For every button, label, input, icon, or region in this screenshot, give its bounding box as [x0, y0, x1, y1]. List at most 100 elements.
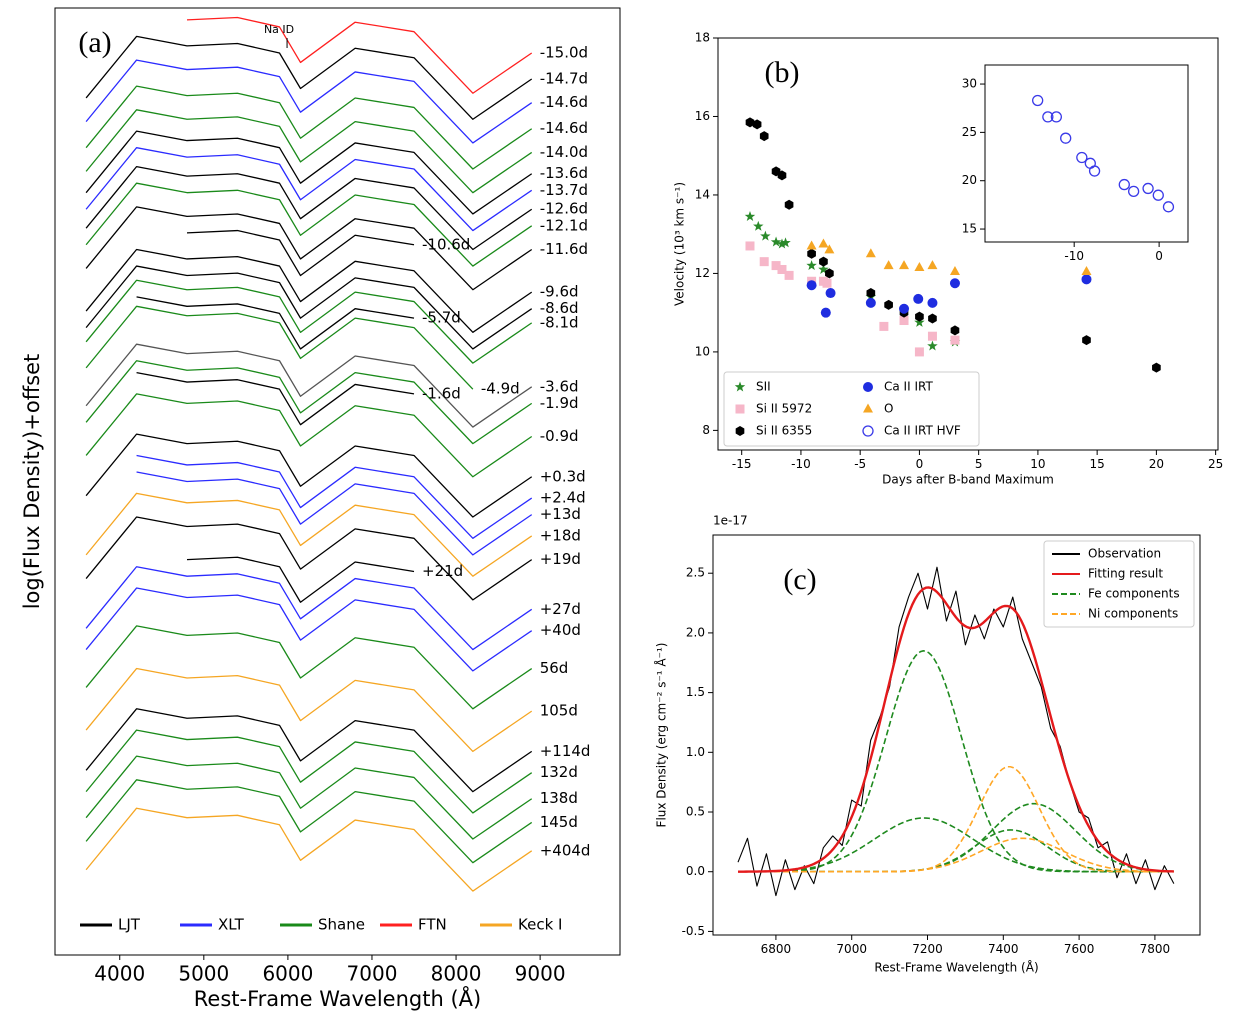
spectrum-line — [136, 454, 533, 539]
series-label: +2.4d — [540, 489, 586, 507]
series-label: -4.9d — [481, 380, 520, 398]
panel-label: (c) — [783, 563, 816, 596]
spectrum-line — [85, 147, 533, 232]
spectrum-line — [85, 35, 533, 120]
series-label: -14.7d — [540, 70, 588, 88]
x-tick-label: 7600 — [1064, 942, 1095, 956]
marker — [913, 293, 924, 304]
spectrum-line — [85, 566, 533, 651]
marker — [1127, 185, 1140, 197]
plot-frame — [717, 37, 1219, 451]
legend-label: O — [884, 402, 893, 416]
spectrum-line — [85, 343, 533, 428]
plot-frame — [54, 7, 621, 956]
legend-label: Ni components — [1088, 607, 1178, 621]
y-tick-label: 30 — [962, 77, 977, 91]
legend-label: FTN — [418, 916, 447, 934]
spectrum-line — [85, 305, 474, 390]
marker — [824, 244, 835, 254]
series-label: +13d — [540, 505, 581, 523]
marker — [1081, 265, 1092, 275]
spectrum-line — [85, 85, 533, 170]
spectrum-line — [85, 807, 533, 892]
x-tick-label: 5000 — [178, 962, 229, 986]
y-tick-label: 16 — [695, 109, 710, 123]
marker — [784, 199, 794, 210]
marker — [776, 238, 788, 249]
x-tick-label: 0 — [916, 457, 924, 471]
x-tick-label: 4000 — [94, 962, 145, 986]
marker — [949, 265, 960, 275]
marker — [1152, 362, 1161, 373]
marker — [1081, 274, 1092, 285]
spectrum-line — [85, 393, 533, 478]
marker — [950, 325, 960, 336]
spectrum-line — [85, 279, 533, 364]
y-axis-title: Velocity (10³ km s⁻¹) — [673, 182, 687, 306]
spectrum-line — [85, 165, 533, 251]
marker — [777, 170, 787, 181]
spectrum-line — [85, 182, 533, 267]
series-label: +0.3d — [540, 467, 586, 485]
y-tick-label: 14 — [695, 187, 710, 201]
marker — [1032, 94, 1044, 107]
component-curve — [738, 650, 1174, 873]
spectrum-line — [85, 265, 533, 350]
spectrum-line — [136, 371, 415, 426]
marker — [914, 262, 925, 272]
annotation: Na ID — [264, 23, 294, 36]
marker — [1162, 201, 1175, 213]
y-tick-label: 18 — [695, 31, 710, 45]
fit-curve — [738, 586, 1174, 873]
component-curve — [738, 817, 1174, 873]
x-tick-label: -10 — [1064, 249, 1084, 263]
y-tick-label: 12 — [695, 266, 710, 280]
marker — [915, 311, 924, 322]
series-label: -1.6d — [422, 384, 461, 402]
series-label: -14.6d — [540, 119, 588, 137]
plot-frame — [984, 64, 1189, 243]
marker — [819, 256, 828, 267]
marker — [752, 119, 762, 130]
series-label: +404d — [540, 841, 591, 859]
spectrum-line — [85, 130, 533, 215]
x-tick-label: 7400 — [988, 942, 1019, 956]
marker — [735, 404, 745, 414]
marker — [950, 335, 960, 345]
spectrum-line — [85, 248, 533, 333]
x-tick-label: 7200 — [912, 942, 943, 956]
marker — [1060, 132, 1072, 144]
x-tick-label: 10 — [1030, 457, 1045, 471]
y-tick-label: 0.5 — [686, 805, 705, 819]
y-tick-label: 20 — [962, 173, 977, 187]
marker — [806, 260, 817, 271]
marker — [806, 280, 817, 291]
series-label: +19d — [540, 550, 581, 568]
y-axis-title: Flux Density (erg cm⁻² s⁻¹ Å⁻¹) — [654, 643, 669, 828]
y-tick-label: 8 — [702, 423, 710, 437]
marker — [1142, 182, 1154, 195]
marker — [866, 288, 876, 299]
spectrum-line — [85, 779, 533, 864]
marker — [745, 241, 755, 251]
series-label: -8.6d — [540, 299, 579, 317]
marker — [865, 248, 876, 258]
axis-offset-label: 1e-17 — [713, 514, 748, 528]
x-tick-label: 6000 — [262, 962, 313, 986]
x-tick-label: -10 — [791, 457, 811, 471]
legend-label: XLT — [218, 916, 245, 934]
component-curve — [738, 837, 1174, 873]
x-axis-title: Rest-Frame Wavelength (Å) — [874, 960, 1038, 975]
y-tick-label: 2.5 — [686, 566, 705, 580]
spectrum-line — [85, 206, 533, 291]
marker — [784, 270, 794, 280]
marker — [760, 230, 771, 241]
marker — [818, 264, 829, 274]
spectrum-line — [85, 492, 533, 577]
marker — [806, 240, 817, 250]
marker — [927, 340, 938, 351]
legend-label: SII — [756, 380, 771, 394]
spectrum-line — [186, 229, 415, 277]
x-tick-label: 7000 — [347, 962, 398, 986]
series-label: +40d — [540, 621, 581, 639]
